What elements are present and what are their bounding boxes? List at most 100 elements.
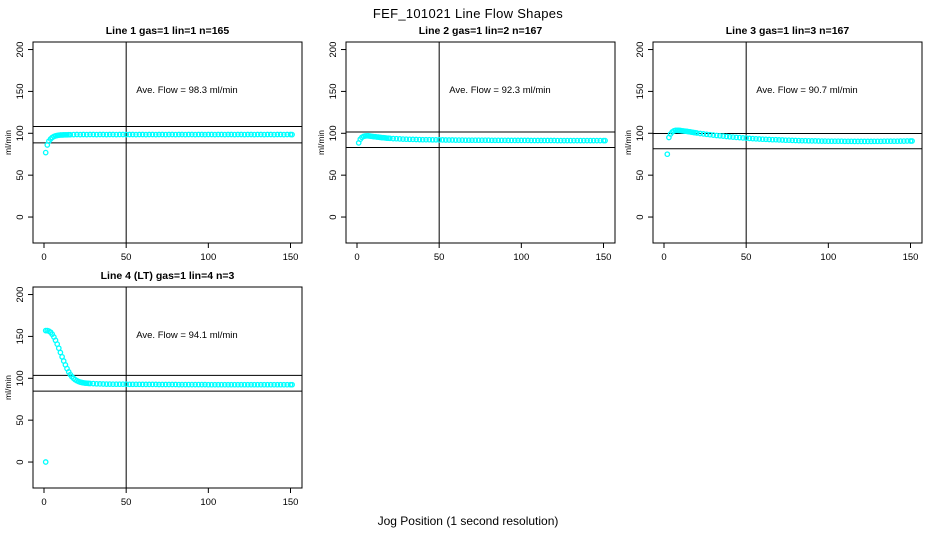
data-point <box>720 133 727 139</box>
data-point <box>897 138 904 144</box>
data-point <box>795 137 802 144</box>
data-point <box>772 136 779 143</box>
data-point <box>254 381 261 388</box>
data-point <box>251 131 258 138</box>
x-tick-label: 0 <box>41 252 46 263</box>
data-point <box>828 138 835 145</box>
data-point <box>136 131 143 138</box>
data-point <box>258 131 264 138</box>
data-point <box>740 135 746 141</box>
data-point <box>841 138 848 145</box>
data-point <box>805 137 812 144</box>
data-point <box>97 381 103 387</box>
data-point <box>67 131 74 138</box>
data-point <box>909 138 915 144</box>
data-point <box>891 138 897 145</box>
data-point <box>541 137 548 144</box>
data-point <box>202 381 208 388</box>
data-point <box>901 138 907 144</box>
data-point <box>42 149 49 156</box>
data-point <box>703 131 710 138</box>
x-axis-label: Jog Position (1 second resolution) <box>377 514 559 528</box>
data-point <box>396 136 403 142</box>
x-tick-label: 50 <box>121 252 132 263</box>
data-point <box>502 137 508 144</box>
data-point <box>469 137 475 144</box>
data-point <box>736 134 743 141</box>
x-tick-label: 150 <box>283 497 299 508</box>
data-point <box>192 381 199 388</box>
x-tick-label: 0 <box>354 252 359 263</box>
ave-flow-annotation: Ave. Flow = 98.3 ml/min <box>136 85 237 96</box>
data-point <box>103 381 110 387</box>
data-point <box>878 138 884 145</box>
data-point <box>42 459 49 465</box>
data-point <box>462 137 469 144</box>
data-point <box>116 131 123 138</box>
data-point <box>189 381 195 388</box>
y-tick-label: 50 <box>15 415 26 426</box>
data-point <box>238 381 245 388</box>
data-point <box>782 137 789 144</box>
data-point <box>874 138 881 145</box>
y-tick-label: 150 <box>15 328 26 344</box>
data-point <box>521 137 528 144</box>
data-point <box>251 381 258 388</box>
data-point <box>70 131 77 138</box>
data-point <box>195 131 202 138</box>
main-title: FEF_101021 Line Flow Shapes <box>372 6 564 21</box>
data-point <box>126 131 133 138</box>
data-point <box>753 135 759 142</box>
data-point <box>587 137 594 144</box>
y-tick-label: 0 <box>15 459 26 464</box>
data-point <box>264 381 271 388</box>
x-tick-label: 100 <box>820 252 836 263</box>
y-tick-label: 50 <box>15 170 26 181</box>
data-point <box>110 381 116 388</box>
data-point <box>518 137 525 144</box>
data-point <box>548 137 554 144</box>
data-point <box>446 137 452 143</box>
data-point <box>871 138 878 145</box>
y-tick-label: 200 <box>15 287 26 303</box>
subplot-title: Line 4 (LT) gas=1 lin=4 n=3 <box>101 270 235 282</box>
subplot-title: Line 1 gas=1 lin=1 n=165 <box>106 25 230 37</box>
data-point <box>212 131 218 138</box>
data-point <box>179 381 185 388</box>
data-point <box>887 138 894 145</box>
data-point <box>410 136 416 143</box>
data-point <box>205 381 212 388</box>
data-point <box>776 137 782 143</box>
data-point <box>538 137 544 144</box>
data-point <box>189 131 195 138</box>
subplot-line1: Line 1 gas=1 lin=1 n=165 0 50 100 150 0 50 100 1… <box>3 25 303 263</box>
data-point <box>449 137 456 143</box>
data-point <box>248 131 254 138</box>
data-point <box>120 131 126 138</box>
data-point <box>733 134 740 141</box>
data-point <box>730 134 736 140</box>
y-tick-label: 200 <box>328 42 339 58</box>
data-point <box>274 131 281 138</box>
data-point <box>511 137 518 144</box>
data-point <box>413 136 420 143</box>
data-point <box>93 131 100 138</box>
data-point <box>195 381 202 388</box>
data-point <box>254 131 261 138</box>
data-point <box>534 137 541 144</box>
data-point <box>577 137 584 144</box>
data-point <box>116 381 123 388</box>
data-point <box>479 137 485 144</box>
data-point <box>390 135 397 142</box>
data-point <box>894 138 901 145</box>
y-tick-label: 0 <box>328 214 339 219</box>
data-point <box>277 381 284 388</box>
data-point <box>90 131 97 138</box>
x-tick-label: 50 <box>121 497 132 508</box>
data-point <box>436 137 443 143</box>
data-point <box>231 131 238 138</box>
y-tick-label: 0 <box>15 214 26 219</box>
data-point <box>123 381 130 388</box>
subplot-line4: Line 4 (LT) gas=1 lin=4 n=3 0 50 100 150 0 50 1… <box>3 270 303 508</box>
data-point <box>238 131 245 138</box>
